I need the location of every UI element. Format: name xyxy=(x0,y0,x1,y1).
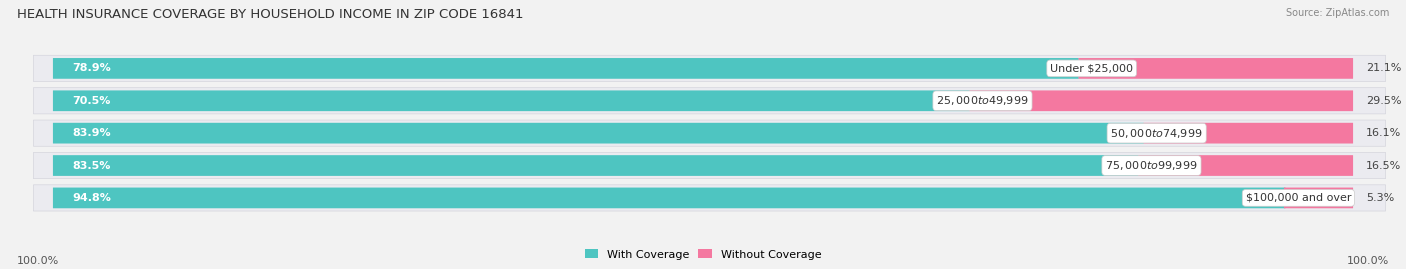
Text: 21.1%: 21.1% xyxy=(1367,63,1402,73)
FancyBboxPatch shape xyxy=(34,120,1386,146)
Text: 83.5%: 83.5% xyxy=(73,161,111,171)
Text: Under $25,000: Under $25,000 xyxy=(1050,63,1133,73)
Text: $100,000 and over: $100,000 and over xyxy=(1246,193,1351,203)
FancyBboxPatch shape xyxy=(53,90,970,111)
Text: 16.1%: 16.1% xyxy=(1367,128,1402,138)
Text: 70.5%: 70.5% xyxy=(73,96,111,106)
Text: 100.0%: 100.0% xyxy=(17,256,59,266)
Text: 5.3%: 5.3% xyxy=(1367,193,1395,203)
Text: 78.9%: 78.9% xyxy=(73,63,111,73)
Text: 94.8%: 94.8% xyxy=(73,193,111,203)
Text: HEALTH INSURANCE COVERAGE BY HOUSEHOLD INCOME IN ZIP CODE 16841: HEALTH INSURANCE COVERAGE BY HOUSEHOLD I… xyxy=(17,8,523,21)
FancyBboxPatch shape xyxy=(53,155,1139,176)
Text: 29.5%: 29.5% xyxy=(1367,96,1402,106)
FancyBboxPatch shape xyxy=(34,185,1386,211)
Text: $25,000 to $49,999: $25,000 to $49,999 xyxy=(936,94,1029,107)
FancyBboxPatch shape xyxy=(1143,123,1353,144)
Text: 83.9%: 83.9% xyxy=(73,128,111,138)
Text: 16.5%: 16.5% xyxy=(1367,161,1402,171)
FancyBboxPatch shape xyxy=(34,55,1386,82)
Text: $50,000 to $74,999: $50,000 to $74,999 xyxy=(1111,127,1204,140)
Legend: With Coverage, Without Coverage: With Coverage, Without Coverage xyxy=(581,245,825,264)
FancyBboxPatch shape xyxy=(53,123,1144,144)
FancyBboxPatch shape xyxy=(969,90,1353,111)
FancyBboxPatch shape xyxy=(53,58,1078,79)
FancyBboxPatch shape xyxy=(1284,187,1353,208)
FancyBboxPatch shape xyxy=(34,153,1386,179)
FancyBboxPatch shape xyxy=(1139,155,1353,176)
FancyBboxPatch shape xyxy=(53,187,1285,208)
FancyBboxPatch shape xyxy=(34,88,1386,114)
Text: 100.0%: 100.0% xyxy=(1347,256,1389,266)
Text: $75,000 to $99,999: $75,000 to $99,999 xyxy=(1105,159,1198,172)
Text: Source: ZipAtlas.com: Source: ZipAtlas.com xyxy=(1285,8,1389,18)
FancyBboxPatch shape xyxy=(1078,58,1353,79)
